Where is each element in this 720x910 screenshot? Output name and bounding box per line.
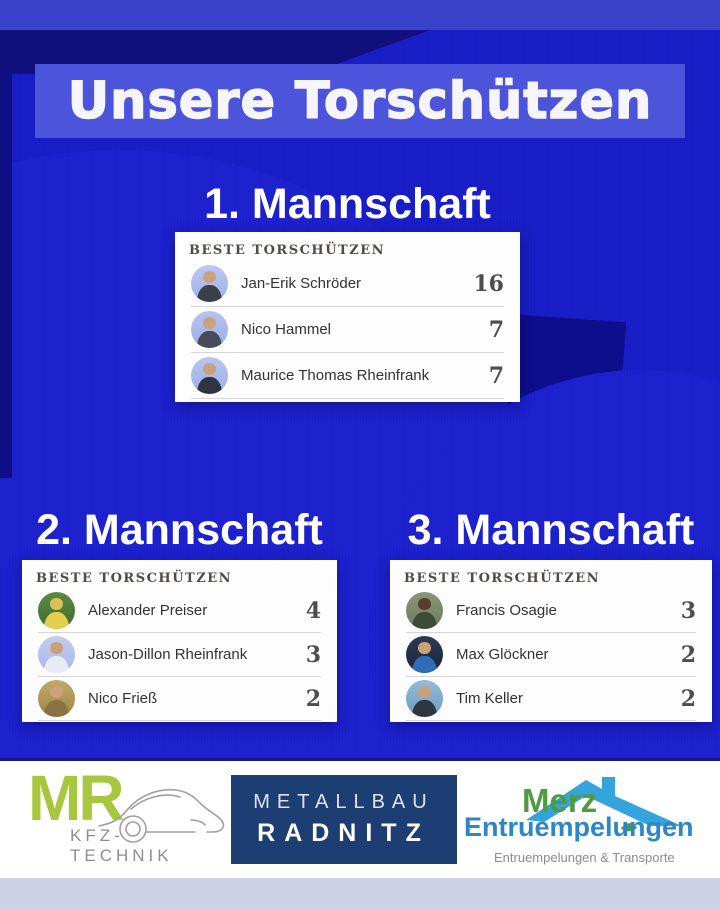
player-name: Tim Keller [456,690,523,707]
table-row: Jason-Dillon Rheinfrank 3 [38,633,321,677]
player-name: Maurice Thomas Rheinfrank [241,367,430,384]
player-name: Francis Osagie [456,602,557,619]
player-name: Nico Frieß [88,690,158,707]
heading-team-1: 1. Mannschaft [204,180,491,228]
mr-subtitle: KFZ-TECHNIK [70,825,173,865]
table-row: Nico Hammel 7 [191,307,504,353]
sponsor-footer: MR KFZ-TECHNIK METALLBAU RADNITZ Merz En… [0,758,720,878]
player-avatar [38,636,75,673]
player-name: Jason-Dillon Rheinfrank [88,646,248,663]
card-header: BESTE TORSCHÜTZEN [36,571,233,586]
player-goals: 3 [305,641,321,668]
heading-team-3: 3. Mannschaft [407,506,695,554]
bg-shape-left-sliver [0,48,12,478]
player-name: Max Glöckner [456,646,549,663]
player-goals: 2 [305,685,321,712]
bottom-strip [0,878,720,910]
card-header: BESTE TORSCHÜTZEN [189,243,386,258]
metallbau-line1: METALLBAU [253,791,434,813]
scorers-card-team-2: BESTE TORSCHÜTZEN Alexander Preiser 4 Ja… [22,560,337,722]
player-goals: 7 [488,362,504,389]
player-goals: 2 [680,641,696,668]
player-goals: 2 [680,685,696,712]
table-row: Francis Osagie 3 [406,589,696,633]
car-outline-icon [98,788,225,843]
mr-initials: MR [28,761,125,834]
player-avatar [191,265,228,302]
player-avatar [406,592,443,629]
metallbau-line2: RADNITZ [257,819,430,847]
player-goals: 16 [473,270,504,297]
logo-merz-entruempelungen: Merz Entruempelungen Entruempelungen & T… [464,768,694,872]
table-row: Max Glöckner 2 [406,633,696,677]
player-goals: 4 [305,597,321,624]
player-avatar [38,592,75,629]
player-avatar [191,311,228,348]
scorer-list: Alexander Preiser 4 Jason-Dillon Rheinfr… [22,589,337,721]
player-goals: 7 [488,316,504,343]
heading-team-2: 2. Mannschaft [36,506,323,554]
table-row: Tim Keller 2 [406,677,696,721]
scorer-list: Jan-Erik Schröder 16 Nico Hammel 7 Mauri… [175,261,520,399]
title-banner: Unsere Torschützen [35,64,685,138]
merz-subtitle: Entruempelungen & Transporte [494,849,675,865]
player-avatar [406,680,443,717]
player-name: Jan-Erik Schröder [241,275,362,292]
logo-mr-kfz-technik: MR KFZ-TECHNIK [28,766,225,870]
house-roof-icon [526,776,682,831]
merz-line2: Entruempelungen [464,811,694,842]
table-row: Nico Frieß 2 [38,677,321,721]
scorer-list: Francis Osagie 3 Max Glöckner 2 Tim Kell… [390,589,712,721]
card-header: BESTE TORSCHÜTZEN [404,571,601,586]
player-avatar [406,636,443,673]
top-strip [0,0,720,30]
scorers-card-team-1: BESTE TORSCHÜTZEN Jan-Erik Schröder 16 N… [175,232,520,402]
scorers-card-team-3: BESTE TORSCHÜTZEN Francis Osagie 3 Max G… [390,560,712,722]
table-row: Alexander Preiser 4 [38,589,321,633]
player-name: Alexander Preiser [88,602,208,619]
player-avatar [191,357,228,394]
player-name: Nico Hammel [241,321,332,338]
player-goals: 3 [680,597,696,624]
player-avatar [38,680,75,717]
table-row: Maurice Thomas Rheinfrank 7 [191,353,504,399]
page-title: Unsere Torschützen [67,71,653,132]
logo-metallbau-radnitz: METALLBAU RADNITZ [230,775,457,864]
merz-line1: Merz [522,781,598,819]
table-row: Jan-Erik Schröder 16 [191,261,504,307]
